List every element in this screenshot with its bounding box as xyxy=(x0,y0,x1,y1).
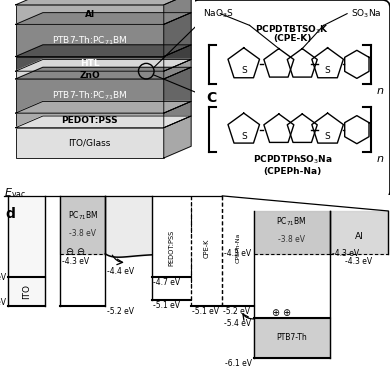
Bar xyxy=(16,5,164,24)
Text: PC$_{71}$BM: PC$_{71}$BM xyxy=(68,210,98,222)
Text: -4.3 eV: -4.3 eV xyxy=(224,249,252,258)
Text: -6.1 eV: -6.1 eV xyxy=(225,359,252,368)
Text: $n$: $n$ xyxy=(376,154,385,164)
Text: -5.2 eV: -5.2 eV xyxy=(107,307,134,316)
Text: ⊖: ⊖ xyxy=(65,247,73,257)
Text: $n$: $n$ xyxy=(376,86,385,96)
Polygon shape xyxy=(164,67,191,113)
Text: -4.3 eV: -4.3 eV xyxy=(62,257,90,266)
Bar xyxy=(16,57,164,71)
Text: NaO$_3$S: NaO$_3$S xyxy=(203,7,234,20)
Text: -5.2 eV: -5.2 eV xyxy=(223,307,250,316)
Text: PCPDTBTSO$_3$K: PCPDTBTSO$_3$K xyxy=(255,23,330,35)
Polygon shape xyxy=(164,12,191,57)
Text: -4.7 eV: -4.7 eV xyxy=(153,278,180,287)
Text: (CPE-K): (CPE-K) xyxy=(273,34,312,44)
Text: PTB7-Th:PC$_{71}$BM: PTB7-Th:PC$_{71}$BM xyxy=(52,34,128,47)
Text: PTB7-Th:PC$_{71}$BM: PTB7-Th:PC$_{71}$BM xyxy=(52,90,128,102)
Polygon shape xyxy=(16,67,191,79)
FancyBboxPatch shape xyxy=(191,0,390,199)
Text: (CPEPh-Na): (CPEPh-Na) xyxy=(263,167,322,176)
Text: -4.3 eV: -4.3 eV xyxy=(345,257,372,266)
Text: Al: Al xyxy=(355,232,363,241)
Text: -4.4 eV: -4.4 eV xyxy=(107,267,135,276)
Text: PCPDTPhSO$_3$Na: PCPDTPhSO$_3$Na xyxy=(253,154,332,166)
Polygon shape xyxy=(164,101,191,128)
Bar xyxy=(16,24,164,57)
Text: ITO/Glass: ITO/Glass xyxy=(69,138,111,147)
Polygon shape xyxy=(164,60,191,79)
Text: CPE-K: CPE-K xyxy=(204,238,210,258)
Text: S: S xyxy=(241,132,246,141)
Text: C: C xyxy=(207,90,217,105)
Bar xyxy=(16,79,164,113)
Polygon shape xyxy=(16,12,191,24)
Text: ITO: ITO xyxy=(22,284,31,299)
Text: HTL: HTL xyxy=(80,59,99,68)
Text: -5.1 eV: -5.1 eV xyxy=(153,301,180,310)
Polygon shape xyxy=(16,45,191,57)
Polygon shape xyxy=(16,60,191,71)
Text: S: S xyxy=(241,66,246,76)
Polygon shape xyxy=(164,45,191,71)
Text: ⊕: ⊕ xyxy=(271,308,279,318)
Bar xyxy=(16,128,164,158)
Polygon shape xyxy=(16,116,191,128)
Text: -3.8 eV: -3.8 eV xyxy=(69,229,96,238)
Text: -4.7 eV: -4.7 eV xyxy=(0,273,6,282)
Text: PEDOT:PSS: PEDOT:PSS xyxy=(168,230,175,266)
Text: SO$_3$Na: SO$_3$Na xyxy=(351,7,381,20)
Text: S: S xyxy=(325,132,330,141)
Polygon shape xyxy=(164,0,191,24)
Text: -4.3 eV: -4.3 eV xyxy=(332,249,359,258)
Text: ⊕: ⊕ xyxy=(283,308,291,318)
Text: CPEPh-Na: CPEPh-Na xyxy=(236,233,240,263)
Text: -5.1 eV: -5.1 eV xyxy=(192,307,219,316)
Text: ⊖: ⊖ xyxy=(76,247,84,257)
Text: PEDOT:PSS: PEDOT:PSS xyxy=(61,116,118,125)
Text: PTB7-Th: PTB7-Th xyxy=(276,333,307,342)
Text: -5.2 eV: -5.2 eV xyxy=(0,298,6,307)
Text: -5.4 eV: -5.4 eV xyxy=(224,319,252,328)
Bar xyxy=(16,71,164,79)
Text: PC$_{71}$BM: PC$_{71}$BM xyxy=(277,216,307,228)
Text: -3.8 eV: -3.8 eV xyxy=(278,235,305,244)
Text: S: S xyxy=(325,66,330,76)
Polygon shape xyxy=(16,0,191,5)
Text: d: d xyxy=(6,207,16,222)
Polygon shape xyxy=(16,101,191,113)
Text: ZnO: ZnO xyxy=(79,71,100,80)
Text: Al: Al xyxy=(85,10,95,19)
Bar xyxy=(16,113,164,128)
Text: $E_{\rm vac}$: $E_{\rm vac}$ xyxy=(4,186,26,200)
Polygon shape xyxy=(164,116,191,158)
